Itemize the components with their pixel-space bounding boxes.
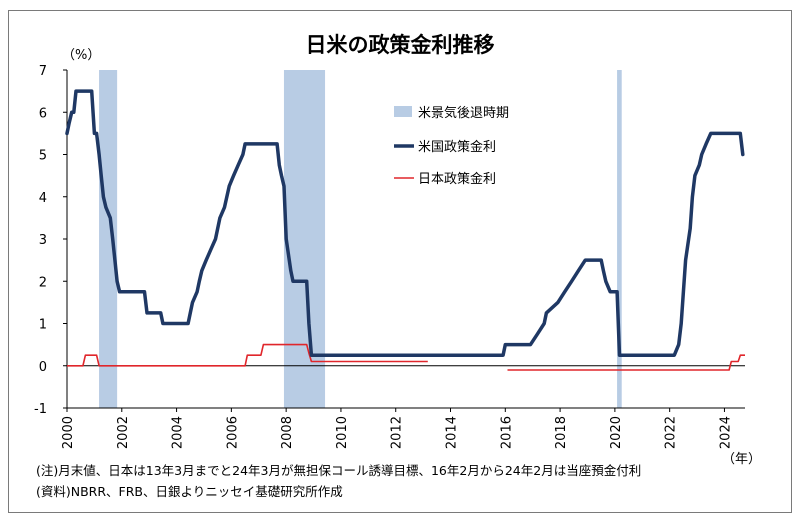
recession-band-2	[617, 70, 622, 408]
legend-label-us-rate: 米国政策金利	[418, 139, 496, 155]
x-axis-unit: （年）	[722, 452, 761, 467]
x-tick-label-2006: 2006	[225, 416, 240, 449]
recession-bands	[99, 70, 622, 408]
legend-label-japan-rate: 日本政策金利	[418, 171, 496, 187]
y-tick-label-4: 4	[39, 191, 47, 206]
x-tick-label-2002: 2002	[116, 416, 131, 449]
x-tick-label-2018: 2018	[554, 416, 569, 449]
x-tick-label-2014: 2014	[445, 416, 460, 449]
legend-label-recession: 米景気後退時期	[418, 105, 509, 121]
x-tick-label-2008: 2008	[280, 416, 295, 449]
series-lines	[65, 89, 745, 371]
x-tick-label-2022: 2022	[664, 416, 679, 449]
japan-rate-line-1	[507, 354, 745, 371]
y-tick-label-0: 0	[39, 360, 47, 375]
chart-frame	[8, 10, 792, 513]
japan-rate-line-0	[67, 343, 428, 367]
legend-swatch-recession	[394, 106, 412, 117]
recession-band-0	[99, 70, 118, 408]
x-tick-label-2016: 2016	[499, 416, 514, 449]
x-tick-label-2012: 2012	[390, 416, 405, 449]
axes: -1 0 1 2 3 4 5 6 7 2000 2002 2004 2006 2008 2010 2012 20…	[34, 64, 745, 449]
x-tick-label-2000: 2000	[61, 416, 76, 449]
y-tick-label-6: 6	[39, 106, 47, 121]
y-tick-label-2: 2	[39, 275, 47, 290]
y-tick-label-3: 3	[39, 233, 47, 248]
x-tick-label-2024: 2024	[718, 416, 733, 449]
y-tick-label-7: 7	[39, 64, 47, 79]
recession-band-1	[283, 70, 326, 408]
footnote-note: (注)月末値、日本は13年3月までと24年3月が無担保コール誘導目標、16年2月…	[36, 463, 642, 478]
y-axis-unit: （%）	[62, 48, 100, 63]
footnote-source: (資料)NBRR、FRB、日銀よりニッセイ基礎研究所作成	[36, 484, 343, 499]
x-tick-label-2010: 2010	[335, 416, 350, 449]
y-tick-label-1: 1	[39, 318, 47, 333]
us-rate-line	[65, 89, 745, 357]
y-tick-label-5: 5	[39, 149, 47, 164]
legend: 米景気後退時期 米国政策金利 日本政策金利	[394, 105, 509, 187]
x-tick-label-2004: 2004	[171, 416, 186, 449]
x-tick-label-2020: 2020	[609, 416, 624, 449]
y-tick-label--1: -1	[34, 402, 47, 417]
chart-title: 日米の政策金利推移	[306, 33, 495, 57]
